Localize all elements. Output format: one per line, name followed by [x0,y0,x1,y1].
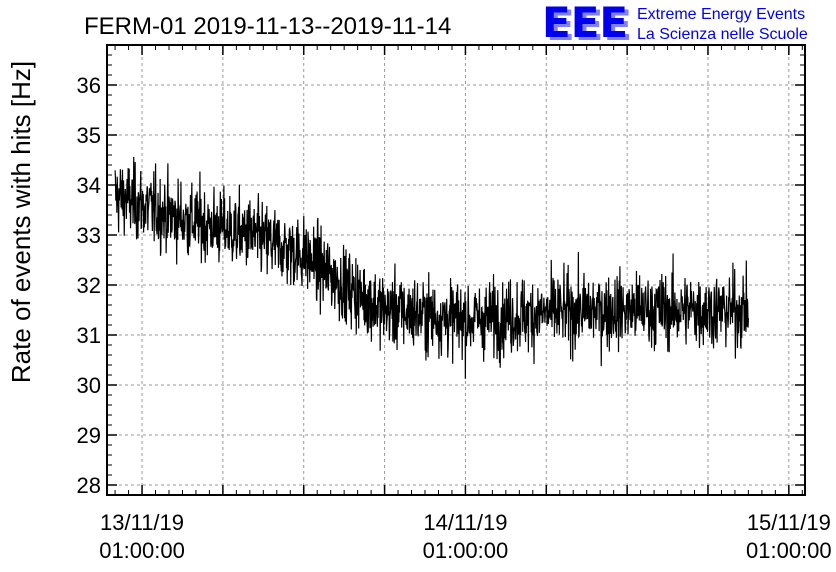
y-tick-label: 34 [77,173,101,198]
grid-lines [107,45,805,495]
y-tick-label: 32 [77,273,101,298]
x-tick-label-time: 01:00:00 [423,538,509,563]
logo-letters-shadow: EEE [546,1,632,50]
y-tick-label: 28 [77,473,101,498]
x-tick-label-time: 01:00:00 [746,538,832,563]
y-tick-label: 35 [77,123,101,148]
y-axis-label: Rate of events with hits [Hz] [6,61,36,383]
tick-labels: 28 29 30 31 32 33 34 35 36 13/11/19 01:00:00 14/11/… [77,73,832,563]
y-tick-label: 36 [77,73,101,98]
logo-letters: EEE [542,0,628,47]
logo-line-2: La Scienza nelle Scuole [637,26,808,43]
axis-ticks [107,45,805,496]
y-tick-label: 29 [77,423,101,448]
logo-line-1: Extreme Energy Events [637,6,805,23]
x-tick-label-date: 14/11/19 [423,510,507,535]
series-rate [114,156,750,379]
eee-logo: EEE EEE [542,0,632,50]
chart-title: FERM-01 2019-11-13--2019-11-14 [84,13,451,40]
x-tick-label-date: 15/11/19 [747,510,831,535]
rate-line [114,156,750,379]
y-tick-label: 31 [77,323,101,348]
plot-frame [106,44,806,496]
x-tick-label-date: 13/11/19 [100,510,184,535]
y-tick-label: 30 [77,373,101,398]
y-tick-label: 33 [77,223,101,248]
x-tick-label-time: 01:00:00 [99,538,185,563]
